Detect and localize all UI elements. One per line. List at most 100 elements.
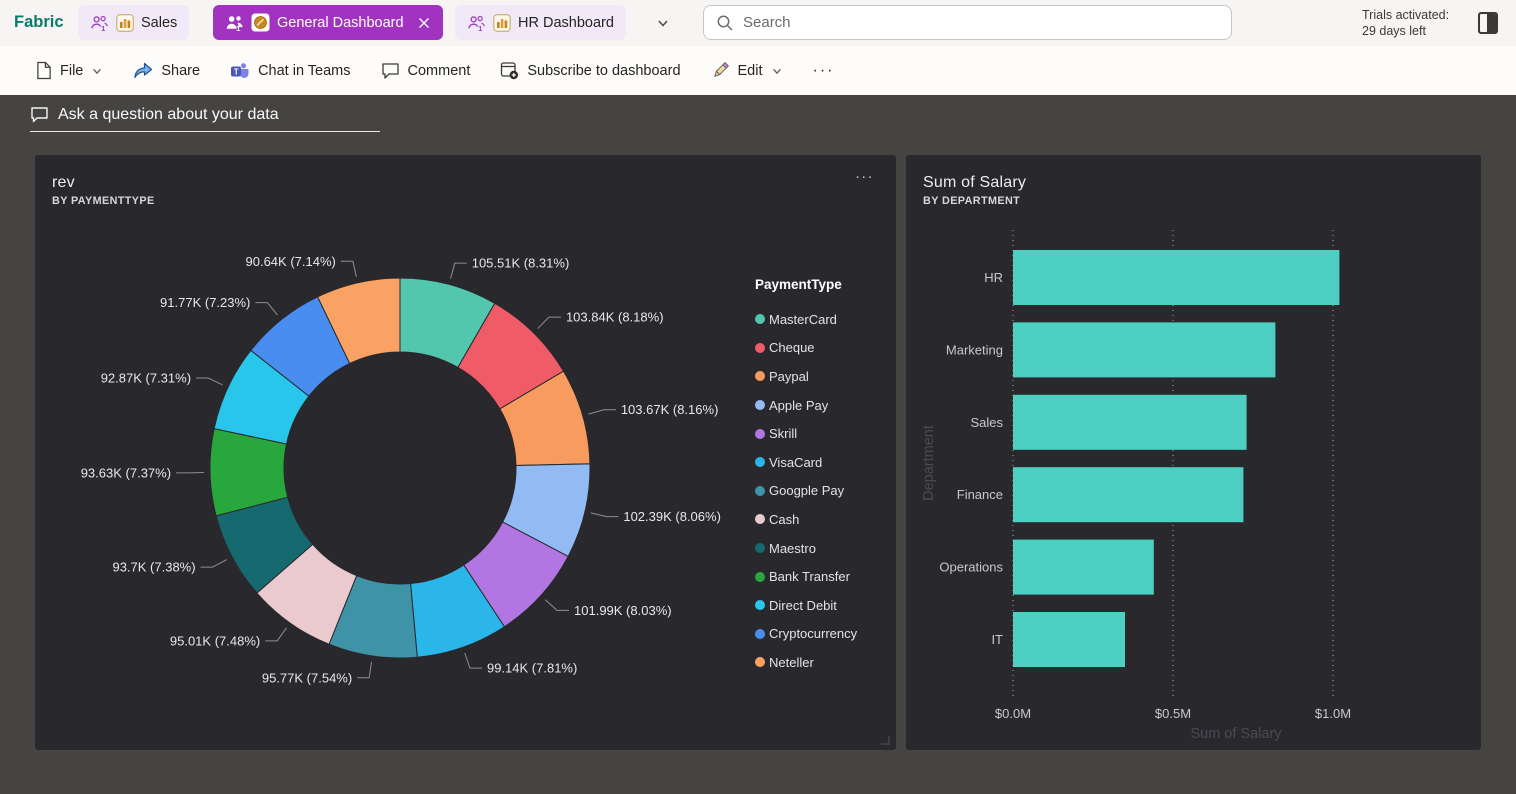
toolbar-more-button[interactable]: ··· <box>812 61 835 79</box>
legend-item-neteller[interactable]: Neteller <box>755 648 857 677</box>
bar-chart: $0.0M $0.5M $1.0M HR Marketing Sales Finance Op… <box>921 230 1351 742</box>
share-button[interactable]: Share <box>133 62 200 80</box>
subscribe-icon <box>500 61 519 80</box>
donut-data-label: 91.77K (7.23%) <box>160 295 250 310</box>
y-category-label: IT <box>991 632 1003 647</box>
bar-hr[interactable] <box>1013 250 1340 305</box>
x-tick-label: $1.0M <box>1315 706 1351 721</box>
donut-data-label: 99.14K (7.81%) <box>487 661 577 676</box>
legend-swatch <box>755 514 765 525</box>
legend-label: Skrill <box>769 426 798 442</box>
legend-swatch <box>755 457 765 468</box>
legend-label: Cryptocurrency <box>769 626 858 642</box>
legend-item-bank-transfer[interactable]: Bank Transfer <box>755 562 857 591</box>
x-tick-label: $0.0M <box>995 706 1031 721</box>
legend-swatch <box>755 314 765 325</box>
legend-item-googple-pay[interactable]: Googple Pay <box>755 477 857 506</box>
bar-it[interactable] <box>1013 612 1125 667</box>
donut-segment-neteller[interactable] <box>316 277 401 365</box>
tabs-overflow-chevron-icon[interactable] <box>656 16 670 35</box>
legend-item-visacard[interactable]: VisaCard <box>755 448 857 477</box>
tile-title: rev <box>52 174 75 191</box>
speech-bubble-icon <box>30 106 49 124</box>
search-input[interactable] <box>743 14 1219 31</box>
bar-chart-tile: Sum of Salary BY DEPARTMENT $0.0M $0.5M $1… <box>906 155 1481 750</box>
donut-legend: PaymentType MasterCard Cheque Paypal Apple … <box>755 277 857 677</box>
shared-people-icon: 1 <box>467 14 486 32</box>
tile-header: rev BY PAYMENTTYPE <box>52 174 155 207</box>
legend-swatch <box>755 543 765 554</box>
legend-label: Cash <box>769 511 800 527</box>
chat-in-teams-button[interactable]: T Chat in Teams <box>230 61 351 81</box>
qa-question-input[interactable]: Ask a question about your data <box>30 106 380 132</box>
legend-swatch <box>755 342 765 353</box>
tile-subtitle: BY DEPARTMENT <box>923 195 1021 207</box>
legend-item-skrill[interactable]: Skrill <box>755 419 857 448</box>
legend-item-maestro[interactable]: Maestro <box>755 534 857 563</box>
tile-more-button[interactable]: ... <box>855 165 874 182</box>
svg-text:1: 1 <box>236 23 241 31</box>
donut-data-label: 92.87K (7.31%) <box>101 371 191 386</box>
y-category-label: HR <box>984 270 1003 285</box>
label-leader-line <box>464 652 482 669</box>
label-leader-line <box>590 512 619 518</box>
legend-swatch <box>755 628 765 639</box>
svg-text:1: 1 <box>101 23 106 31</box>
qa-placeholder: Ask a question about your data <box>58 106 279 123</box>
chevron-down-icon <box>93 68 102 74</box>
legend-item-cryptocurrency[interactable]: Cryptocurrency <box>755 620 857 649</box>
chevron-down-icon <box>772 68 781 74</box>
edit-menu-button[interactable]: Edit <box>711 61 783 80</box>
tab-sales[interactable]: 1 Sales <box>78 5 190 40</box>
tab-label: General Dashboard <box>277 14 404 31</box>
bar-sales[interactable] <box>1013 394 1247 450</box>
x-tick-label: $0.5M <box>1155 706 1191 721</box>
donut-data-label: 102.39K (8.06%) <box>623 509 721 524</box>
legend-item-paypal[interactable]: Paypal <box>755 362 857 391</box>
donut-data-label: 95.01K (7.48%) <box>170 633 260 648</box>
tile-resize-handle[interactable] <box>881 736 890 745</box>
legend-label: Googple Pay <box>769 483 845 499</box>
trial-status: Trials activated: 29 days left <box>1362 8 1450 38</box>
legend-label: Maestro <box>769 540 816 556</box>
bar-finance[interactable] <box>1013 467 1244 523</box>
comment-button[interactable]: Comment <box>381 62 470 80</box>
legend-label: Neteller <box>769 654 814 670</box>
legend-label: Direct Debit <box>769 597 837 613</box>
file-menu-button[interactable]: File <box>36 61 103 80</box>
legend-item-mastercard[interactable]: MasterCard <box>755 305 857 334</box>
tab-general-dashboard[interactable]: 1 General Dashboard <box>213 5 443 40</box>
y-axis-title: Department <box>921 425 937 501</box>
search-box[interactable] <box>703 5 1232 40</box>
close-icon[interactable] <box>417 16 431 30</box>
svg-text:T: T <box>234 67 239 76</box>
legend-label: Paypal <box>769 368 809 384</box>
edit-pencil-icon <box>711 61 730 80</box>
legend-swatch <box>755 571 765 582</box>
legend-item-cheque[interactable]: Cheque <box>755 334 857 363</box>
side-pane-toggle-icon[interactable] <box>1478 12 1498 34</box>
legend-label: VisaCard <box>769 454 823 470</box>
tile-header: Sum of Salary BY DEPARTMENT <box>923 174 1026 207</box>
tab-label: Sales <box>141 14 178 31</box>
donut-data-label: 93.7K (7.38%) <box>112 560 195 575</box>
donut-data-label: 103.84K (8.18%) <box>566 310 664 325</box>
dashboard-icon <box>251 13 270 32</box>
label-leader-line <box>255 302 278 316</box>
comment-icon <box>381 62 400 80</box>
legend-title: PaymentType <box>755 277 842 292</box>
bar-operations[interactable] <box>1013 539 1154 595</box>
fabric-logo[interactable]: Fabric <box>14 13 64 31</box>
legend-item-direct-debit[interactable]: Direct Debit <box>755 591 857 620</box>
teams-icon: T <box>230 61 250 81</box>
subscribe-button[interactable]: Subscribe to dashboard <box>500 61 681 80</box>
bar-marketing[interactable] <box>1013 322 1276 378</box>
tab-hr-dashboard[interactable]: 1 HR Dashboard <box>455 5 626 40</box>
donut-data-label: 93.63K (7.37%) <box>81 465 171 480</box>
label-leader-line <box>200 559 227 568</box>
legend-item-cash[interactable]: Cash <box>755 505 857 534</box>
legend-swatch <box>755 485 765 496</box>
file-icon <box>36 61 52 80</box>
legend-item-apple-pay[interactable]: Apple Pay <box>755 391 857 420</box>
label-leader-line <box>588 409 616 415</box>
